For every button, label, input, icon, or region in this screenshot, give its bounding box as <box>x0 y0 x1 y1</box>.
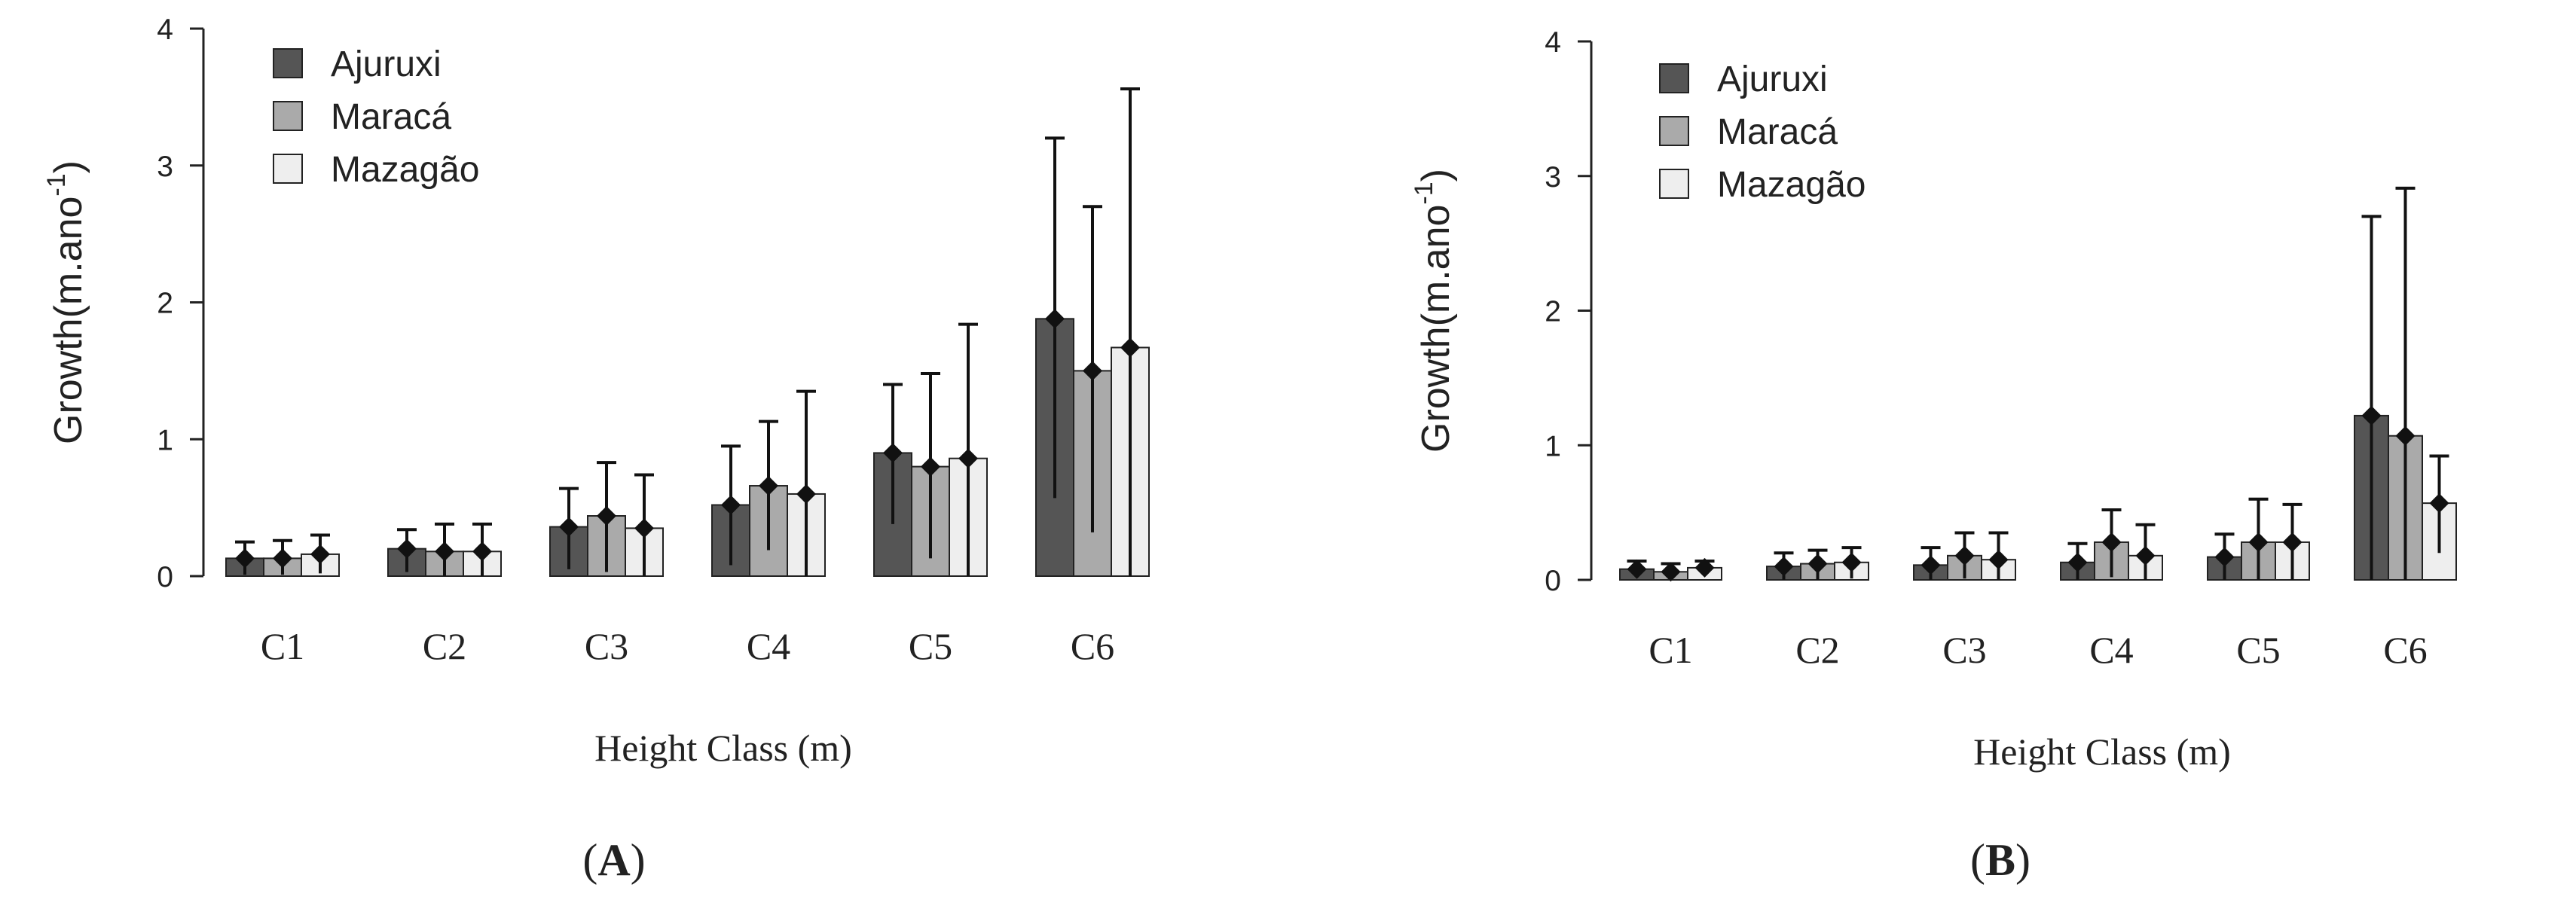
mean-point <box>2395 425 2416 446</box>
category-label: C5 <box>909 625 952 667</box>
y-tick-label: 1 <box>1545 430 1561 462</box>
mean-point <box>1661 562 1681 582</box>
y-tick-label: 2 <box>157 288 173 320</box>
x-axis-label: Height Class (m) <box>594 727 852 769</box>
legend-label: Maracá <box>1717 112 1838 152</box>
category-label: C4 <box>2089 629 2133 671</box>
y-axis-label: Growth(m.ano-1) <box>42 160 90 444</box>
y-axis-label-text: Growth(m.ano <box>1414 205 1458 453</box>
category-label: C2 <box>1795 629 1839 671</box>
category-label: C1 <box>261 625 304 667</box>
mean-point <box>2214 547 2235 567</box>
legend-label: Mazagão <box>331 150 479 190</box>
y-tick-label: 4 <box>157 14 173 46</box>
mean-point <box>397 538 417 559</box>
legend-swatch <box>273 154 303 184</box>
y-axis-label-text: Growth(m.ano <box>47 197 90 444</box>
mean-point <box>883 443 903 463</box>
panel-label: (A) <box>582 835 645 885</box>
mean-point <box>958 448 978 468</box>
y-axis-label-close: ) <box>1414 169 1458 181</box>
y-tick-label: 1 <box>157 424 173 456</box>
category-label: C1 <box>1649 629 1692 671</box>
mean-point <box>435 541 454 562</box>
mean-point <box>310 544 330 564</box>
mean-point <box>1694 557 1715 578</box>
category-label: C3 <box>1942 629 1986 671</box>
mean-point <box>1988 550 2009 570</box>
mean-point <box>1083 361 1102 381</box>
category-label: C5 <box>2236 629 2280 671</box>
y-tick-label: 2 <box>1545 296 1561 328</box>
panel-label-open: ( <box>582 835 597 885</box>
mean-point <box>597 506 616 526</box>
legend-swatch <box>1659 116 1689 146</box>
mean-point <box>1807 554 1828 574</box>
mean-point <box>2429 493 2449 514</box>
y-axis-label-exponent: -1 <box>42 173 71 196</box>
legend-label: Ajuruxi <box>331 44 442 84</box>
legend-swatch <box>1659 63 1689 93</box>
legend-swatch <box>1659 169 1689 199</box>
y-axis-label-exponent: -1 <box>1410 181 1438 204</box>
mean-point <box>2248 532 2269 552</box>
y-tick-label: 3 <box>1545 161 1561 194</box>
panel-label-close: ) <box>631 835 646 885</box>
mean-point <box>2282 532 2303 552</box>
mean-point <box>1627 559 1647 579</box>
legend-label: Maracá <box>331 97 451 137</box>
y-tick-label: 0 <box>1545 565 1561 597</box>
chart-panel-b: 0 1 2 3 4 Growth(m.ano-1) C1 C2 C3 C4 C5 C6 Ajuruxi M… <box>1410 26 2457 885</box>
mean-point <box>273 548 292 569</box>
mean-point <box>2135 545 2156 566</box>
mean-point <box>472 541 492 562</box>
panel-label-letter: A <box>597 835 630 885</box>
mean-point <box>235 548 255 569</box>
mean-point <box>1120 337 1140 358</box>
panel-label-close: ) <box>2015 835 2031 885</box>
category-label: C2 <box>423 625 466 667</box>
y-tick-label: 3 <box>157 151 173 183</box>
mean-point <box>721 495 741 515</box>
x-axis-label: Height Class (m) <box>1973 731 2231 773</box>
category-label: C3 <box>585 625 628 667</box>
panel-label-open: ( <box>1970 835 1985 885</box>
legend-label: Ajuruxi <box>1717 59 1828 99</box>
mean-point <box>1954 545 1975 566</box>
legend-label: Mazagão <box>1717 165 1866 205</box>
legend-swatch <box>273 101 303 131</box>
y-tick-label: 0 <box>157 561 173 593</box>
mean-point <box>559 517 579 537</box>
category-label: C4 <box>747 625 790 667</box>
mean-point <box>1841 552 1862 572</box>
y-axis-label-close: ) <box>47 160 90 173</box>
panel-label-letter: B <box>1985 835 2015 885</box>
mean-point <box>1921 555 1941 575</box>
mean-point <box>2361 405 2382 425</box>
legend-swatch <box>273 48 303 78</box>
mean-point <box>1045 309 1065 329</box>
mean-point <box>921 456 940 477</box>
mean-point <box>759 476 778 496</box>
mean-point <box>2067 552 2088 572</box>
category-label: C6 <box>1071 625 1114 667</box>
y-axis-label: Growth(m.ano-1) <box>1410 169 1458 453</box>
mean-point <box>634 518 654 538</box>
mean-point <box>1774 557 1794 577</box>
panel-label: (B) <box>1970 835 2031 885</box>
y-tick-label: 4 <box>1545 26 1561 59</box>
category-label: C6 <box>2383 629 2427 671</box>
chart-panel-a: 0 1 2 3 4 Growth(m.ano-1) C1 C2 C3 C4 C5 C6 Ajuruxi M… <box>42 14 1150 885</box>
mean-point <box>2101 532 2122 552</box>
mean-point <box>796 483 816 504</box>
